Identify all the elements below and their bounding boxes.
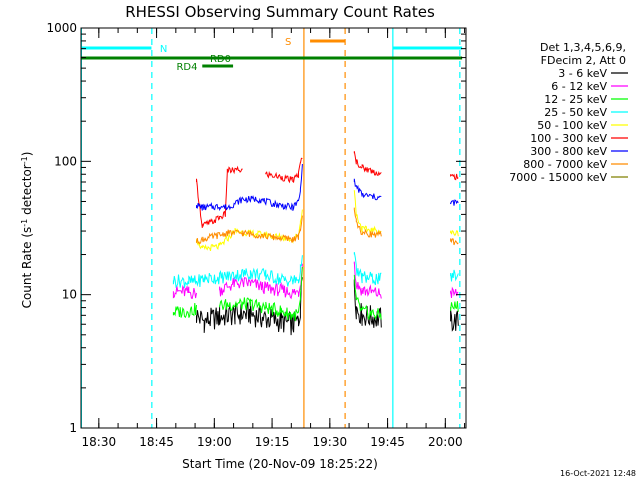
y-label-sup1: -1 [20, 219, 29, 227]
series-line [196, 190, 459, 252]
series-layer [172, 151, 459, 336]
flag-bars: N RD0 RD4 S [81, 37, 463, 73]
series-line [172, 261, 459, 300]
legend-label: 25 - 50 keV [544, 106, 607, 119]
x-tick-label: 19:45 [370, 435, 405, 449]
y-tick-label: 100 [54, 154, 77, 168]
x-tick-label: 20:00 [428, 435, 463, 449]
flag-label-n: N [160, 44, 167, 55]
axes: 1 10 100 1000 18:30 18:45 19:00 19:15 19:30 19:45… [46, 21, 467, 449]
x-tick-label: 19:30 [313, 435, 348, 449]
timestamp: 16-Oct-2021 12:48 [560, 469, 636, 478]
legend-label: 3 - 6 keV [558, 67, 607, 80]
flag-label-rd0: RD0 [210, 54, 231, 65]
legend: Det 1,3,4,5,6,9,FDecim 2, Att 03 - 6 keV… [509, 41, 628, 184]
y-label-end: ) [20, 152, 34, 157]
legend-header: FDecim 2, Att 0 [541, 54, 626, 67]
legend-header: Det 1,3,4,5,6,9, [540, 41, 626, 54]
y-label-mid: detector [20, 164, 34, 219]
legend-label: 6 - 12 keV [551, 80, 607, 93]
series-line [172, 252, 459, 288]
flag-label-s: S [285, 37, 291, 48]
series-line [196, 277, 459, 336]
chart-title: RHESSI Observing Summary Count Rates [125, 3, 435, 21]
y-label-main: Count Rate (s [20, 227, 34, 309]
y-axis-label: Count Rate (s-1 detector-1) [20, 152, 35, 309]
legend-label: 100 - 300 keV [530, 132, 607, 145]
y-tick-label: 1000 [46, 21, 77, 35]
series-line [196, 163, 459, 212]
series-line [196, 207, 459, 246]
x-tick-label: 18:30 [82, 435, 117, 449]
x-tick-label: 18:45 [139, 435, 174, 449]
flag-label-rd4: RD4 [176, 62, 197, 73]
legend-label: 12 - 25 keV [544, 93, 607, 106]
legend-label: 800 - 7000 keV [523, 158, 607, 171]
y-label-sup2: -1 [20, 156, 29, 164]
y-tick-label: 10 [62, 288, 77, 302]
x-axis-label: Start Time (20-Nov-09 18:25:22) [182, 457, 378, 471]
x-tick-label: 19:15 [255, 435, 290, 449]
plot-frame [80, 27, 467, 429]
series-line [172, 266, 459, 322]
x-tick-label: 19:00 [197, 435, 232, 449]
legend-label: 300 - 800 keV [530, 145, 607, 158]
series-line [196, 151, 459, 228]
legend-label: 50 - 100 keV [537, 119, 607, 132]
y-tick-label: 1 [69, 421, 77, 435]
legend-label: 7000 - 15000 keV [509, 171, 607, 184]
event-lines [80, 28, 461, 428]
